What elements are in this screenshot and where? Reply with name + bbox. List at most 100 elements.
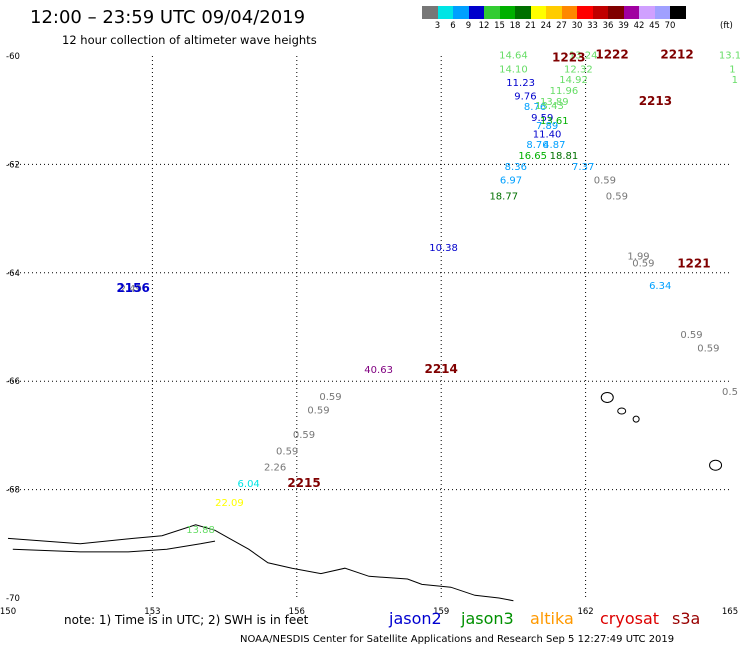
wave-height-point: 2.26	[264, 463, 286, 474]
x-tick-label: 162	[577, 607, 593, 617]
x-tick-label: 165	[722, 607, 738, 617]
wave-height-point: 9.59	[531, 113, 553, 124]
legend-swatch	[623, 6, 639, 19]
pass-time-label: 1221	[677, 256, 710, 270]
wave-height-point: 0.59	[307, 406, 329, 417]
wave-height-point: 11.40	[533, 129, 562, 140]
legend-swatch	[422, 6, 438, 19]
wave-height-point: 13.89	[540, 97, 569, 108]
legend-swatch	[654, 6, 670, 19]
legend-swatch	[592, 6, 608, 19]
y-tick-label: -62	[6, 160, 20, 170]
legend-swatch	[561, 6, 577, 19]
island	[709, 459, 723, 471]
wave-height-point: 0.59	[594, 175, 616, 186]
legend-swatch	[468, 6, 484, 19]
wave-height-point: 11.96	[550, 86, 579, 97]
wave-height-point: 18.81	[550, 151, 579, 162]
legend-swatch	[437, 6, 453, 19]
legend-swatch	[639, 6, 655, 19]
color-scale-legend	[422, 6, 686, 19]
legend-swatch	[608, 6, 624, 19]
wave-height-point: 0.59	[276, 446, 298, 457]
legend-tick-label: 42	[633, 21, 645, 31]
wave-height-point: 0.59	[680, 330, 702, 341]
wave-height-point: 11.23	[506, 78, 535, 89]
wave-height-point: 1	[732, 75, 738, 86]
wave-height-point: 8.36	[505, 162, 527, 173]
legend-swatch	[515, 6, 531, 19]
wave-height-point: 13.43	[535, 101, 564, 112]
y-tick-label: -66	[6, 377, 20, 387]
legend-tick-label: 36	[602, 21, 614, 31]
wave-height-point: 14.10	[499, 64, 528, 75]
wave-height-point: 8.76	[526, 140, 548, 151]
wave-height-point: 6.34	[649, 281, 671, 292]
pass-time-label: 2215	[287, 476, 320, 490]
satellite-label-jason2: jason2	[389, 609, 442, 628]
wave-height-point: 16.65	[518, 151, 547, 162]
wave-height-point: 2.49	[120, 284, 142, 295]
wave-height-point: 1	[729, 64, 735, 75]
legend-tick-label: 6	[450, 21, 456, 31]
y-tick-label: -68	[6, 486, 20, 496]
wave-height-point: 8.76	[524, 102, 546, 113]
wave-height-point: 0.59	[632, 258, 654, 269]
y-tick-label: -64	[6, 269, 20, 279]
legend-tick-label: 39	[618, 21, 629, 31]
wave-height-point: 0.5	[722, 387, 738, 398]
island	[600, 391, 614, 403]
chart-title: 12:00 – 23:59 UTC 09/04/2019	[30, 7, 306, 28]
pass-time-label: 2214	[424, 362, 457, 376]
y-tick-label: -60	[6, 52, 20, 62]
credit-line: NOAA/NESDIS Center for Satellite Applica…	[240, 634, 675, 645]
wave-height-point: 0.59	[293, 430, 315, 441]
wave-height-point: 7.89	[536, 121, 558, 132]
satellite-label-altika: altika	[530, 609, 574, 628]
legend-tick-label: 70	[664, 21, 676, 31]
x-tick-label: 156	[289, 607, 305, 617]
pass-time-label: 1223	[552, 50, 585, 64]
wave-height-point: 14.64	[499, 51, 528, 62]
wave-height-point: 0.59	[697, 343, 719, 354]
legend-swatch	[546, 6, 562, 19]
x-tick-label: 150	[0, 607, 16, 617]
legend-swatch	[577, 6, 593, 19]
legend-tick-label: 27	[556, 21, 567, 31]
pass-time-label: 2213	[639, 94, 672, 108]
wave-height-point: 13.24	[569, 51, 598, 62]
pass-time-label: 2156	[116, 281, 149, 295]
island	[632, 415, 640, 423]
pass-time-label: 1222	[595, 48, 628, 62]
legend-tick-label: 30	[571, 21, 583, 31]
x-tick-label: 159	[433, 607, 449, 617]
wave-height-point: 4.87	[543, 140, 565, 151]
legend-swatch	[499, 6, 515, 19]
wave-height-point: 7.37	[572, 162, 594, 173]
legend-tick-label: 12	[478, 21, 490, 31]
coastline	[12, 540, 216, 553]
legend-tick-label: 21	[525, 21, 536, 31]
footnote: note: 1) Time is in UTC; 2) SWH is in fe…	[64, 613, 309, 627]
legend-tick-label: 33	[587, 21, 598, 31]
island	[617, 407, 627, 415]
coastline	[7, 524, 514, 602]
satellite-label-jason3: jason3	[461, 609, 514, 628]
wave-height-point: 0.59	[606, 192, 628, 203]
legend-tick-label: 24	[540, 21, 552, 31]
wave-height-point: 6.97	[500, 175, 522, 186]
wave-height-point: 1.99	[627, 251, 649, 262]
legend-tick-label: 45	[649, 21, 660, 31]
x-tick-label: 153	[144, 607, 160, 617]
wave-height-point: 6.04	[238, 479, 260, 490]
chart-subtitle: 12 hour collection of altimeter wave hei…	[62, 33, 317, 47]
y-tick-label: -70	[6, 594, 20, 604]
wave-height-point: 18.77	[489, 192, 518, 203]
legend-swatch	[484, 6, 500, 19]
satellite-label-cryosat: cryosat	[600, 609, 660, 628]
legend-tick-label: 18	[509, 21, 521, 31]
legend-tick-label: 15	[494, 21, 505, 31]
wave-height-point: 9.76	[514, 91, 536, 102]
wave-height-point: 13.88	[186, 525, 215, 536]
